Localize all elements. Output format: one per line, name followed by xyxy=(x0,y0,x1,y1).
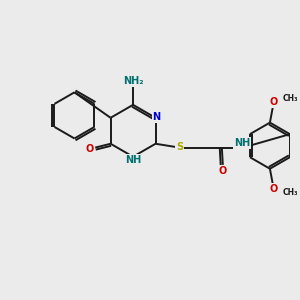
Text: N: N xyxy=(152,112,160,122)
Text: NH: NH xyxy=(234,138,250,148)
Text: NH₂: NH₂ xyxy=(123,76,143,86)
Text: CH₃: CH₃ xyxy=(282,188,298,197)
Text: O: O xyxy=(219,166,227,176)
Text: O: O xyxy=(85,144,94,154)
Text: O: O xyxy=(270,98,278,107)
Text: CH₃: CH₃ xyxy=(282,94,298,103)
Text: NH: NH xyxy=(125,154,141,165)
Text: S: S xyxy=(176,142,183,152)
Text: O: O xyxy=(270,184,278,194)
